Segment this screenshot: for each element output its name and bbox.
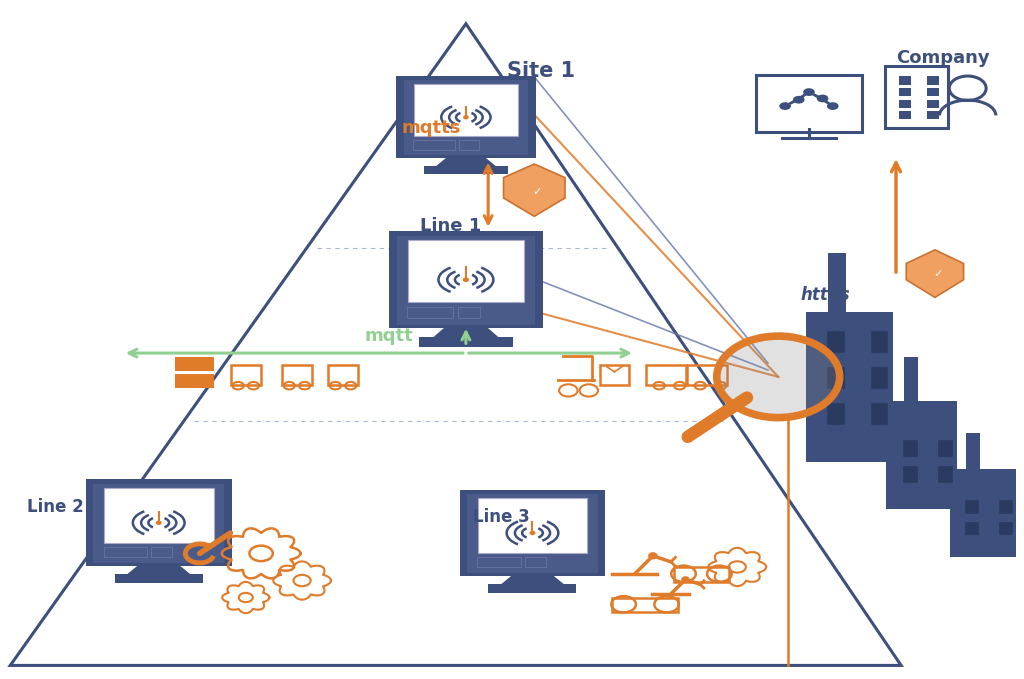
- FancyBboxPatch shape: [414, 140, 455, 149]
- FancyBboxPatch shape: [115, 574, 203, 583]
- FancyBboxPatch shape: [93, 484, 224, 562]
- FancyBboxPatch shape: [899, 100, 910, 108]
- FancyBboxPatch shape: [870, 331, 889, 353]
- FancyBboxPatch shape: [467, 494, 598, 572]
- Circle shape: [779, 103, 791, 110]
- FancyBboxPatch shape: [389, 231, 543, 328]
- FancyBboxPatch shape: [525, 557, 546, 567]
- FancyBboxPatch shape: [870, 403, 889, 425]
- FancyBboxPatch shape: [903, 466, 918, 483]
- Polygon shape: [504, 164, 565, 217]
- Polygon shape: [886, 401, 957, 509]
- Polygon shape: [501, 574, 564, 585]
- Text: https: https: [801, 287, 850, 304]
- Polygon shape: [127, 564, 190, 575]
- FancyBboxPatch shape: [103, 547, 146, 557]
- Circle shape: [464, 278, 468, 281]
- Text: ✓: ✓: [532, 187, 542, 197]
- Text: Line 1: Line 1: [420, 217, 481, 235]
- Circle shape: [803, 88, 815, 96]
- FancyBboxPatch shape: [103, 488, 214, 543]
- Polygon shape: [950, 469, 1016, 557]
- Polygon shape: [436, 156, 496, 167]
- FancyBboxPatch shape: [175, 374, 214, 388]
- Circle shape: [157, 521, 161, 524]
- FancyBboxPatch shape: [488, 584, 577, 593]
- Circle shape: [530, 532, 535, 534]
- Polygon shape: [807, 312, 893, 462]
- Circle shape: [464, 116, 468, 119]
- FancyBboxPatch shape: [396, 76, 536, 158]
- FancyBboxPatch shape: [899, 77, 910, 85]
- FancyBboxPatch shape: [175, 357, 214, 371]
- Circle shape: [827, 103, 839, 110]
- Text: Company: Company: [896, 49, 989, 67]
- FancyBboxPatch shape: [827, 403, 845, 425]
- FancyBboxPatch shape: [152, 547, 172, 557]
- FancyBboxPatch shape: [420, 337, 513, 347]
- FancyBboxPatch shape: [998, 500, 1013, 514]
- Text: Line 2: Line 2: [27, 498, 84, 515]
- Circle shape: [793, 96, 805, 104]
- FancyBboxPatch shape: [966, 521, 979, 535]
- FancyBboxPatch shape: [903, 440, 918, 457]
- FancyBboxPatch shape: [899, 88, 910, 96]
- Polygon shape: [904, 357, 919, 401]
- FancyBboxPatch shape: [827, 367, 845, 389]
- Text: Site 1: Site 1: [507, 61, 575, 81]
- Polygon shape: [828, 253, 846, 312]
- Text: ✓: ✓: [933, 270, 943, 279]
- FancyBboxPatch shape: [827, 331, 845, 353]
- Text: Line 3: Line 3: [473, 508, 529, 526]
- FancyBboxPatch shape: [424, 166, 508, 175]
- FancyBboxPatch shape: [414, 84, 518, 136]
- FancyBboxPatch shape: [927, 77, 939, 85]
- FancyBboxPatch shape: [460, 490, 605, 576]
- FancyBboxPatch shape: [86, 479, 231, 566]
- FancyBboxPatch shape: [939, 440, 953, 457]
- FancyBboxPatch shape: [927, 88, 939, 96]
- Polygon shape: [432, 326, 500, 339]
- Circle shape: [717, 336, 840, 418]
- Text: mqtt: mqtt: [365, 327, 414, 345]
- FancyBboxPatch shape: [408, 307, 453, 318]
- FancyBboxPatch shape: [927, 100, 939, 108]
- FancyBboxPatch shape: [966, 500, 979, 514]
- FancyBboxPatch shape: [939, 466, 953, 483]
- FancyBboxPatch shape: [408, 240, 524, 302]
- FancyBboxPatch shape: [927, 111, 939, 120]
- FancyBboxPatch shape: [998, 521, 1013, 535]
- Circle shape: [817, 94, 828, 103]
- FancyBboxPatch shape: [870, 367, 889, 389]
- Polygon shape: [967, 433, 980, 469]
- FancyBboxPatch shape: [458, 307, 480, 318]
- FancyBboxPatch shape: [396, 236, 536, 325]
- Polygon shape: [906, 250, 964, 297]
- FancyBboxPatch shape: [477, 557, 520, 567]
- FancyBboxPatch shape: [403, 80, 528, 155]
- FancyBboxPatch shape: [459, 140, 478, 149]
- FancyBboxPatch shape: [477, 498, 588, 553]
- Text: mqtts: mqtts: [401, 120, 461, 137]
- FancyBboxPatch shape: [899, 111, 910, 120]
